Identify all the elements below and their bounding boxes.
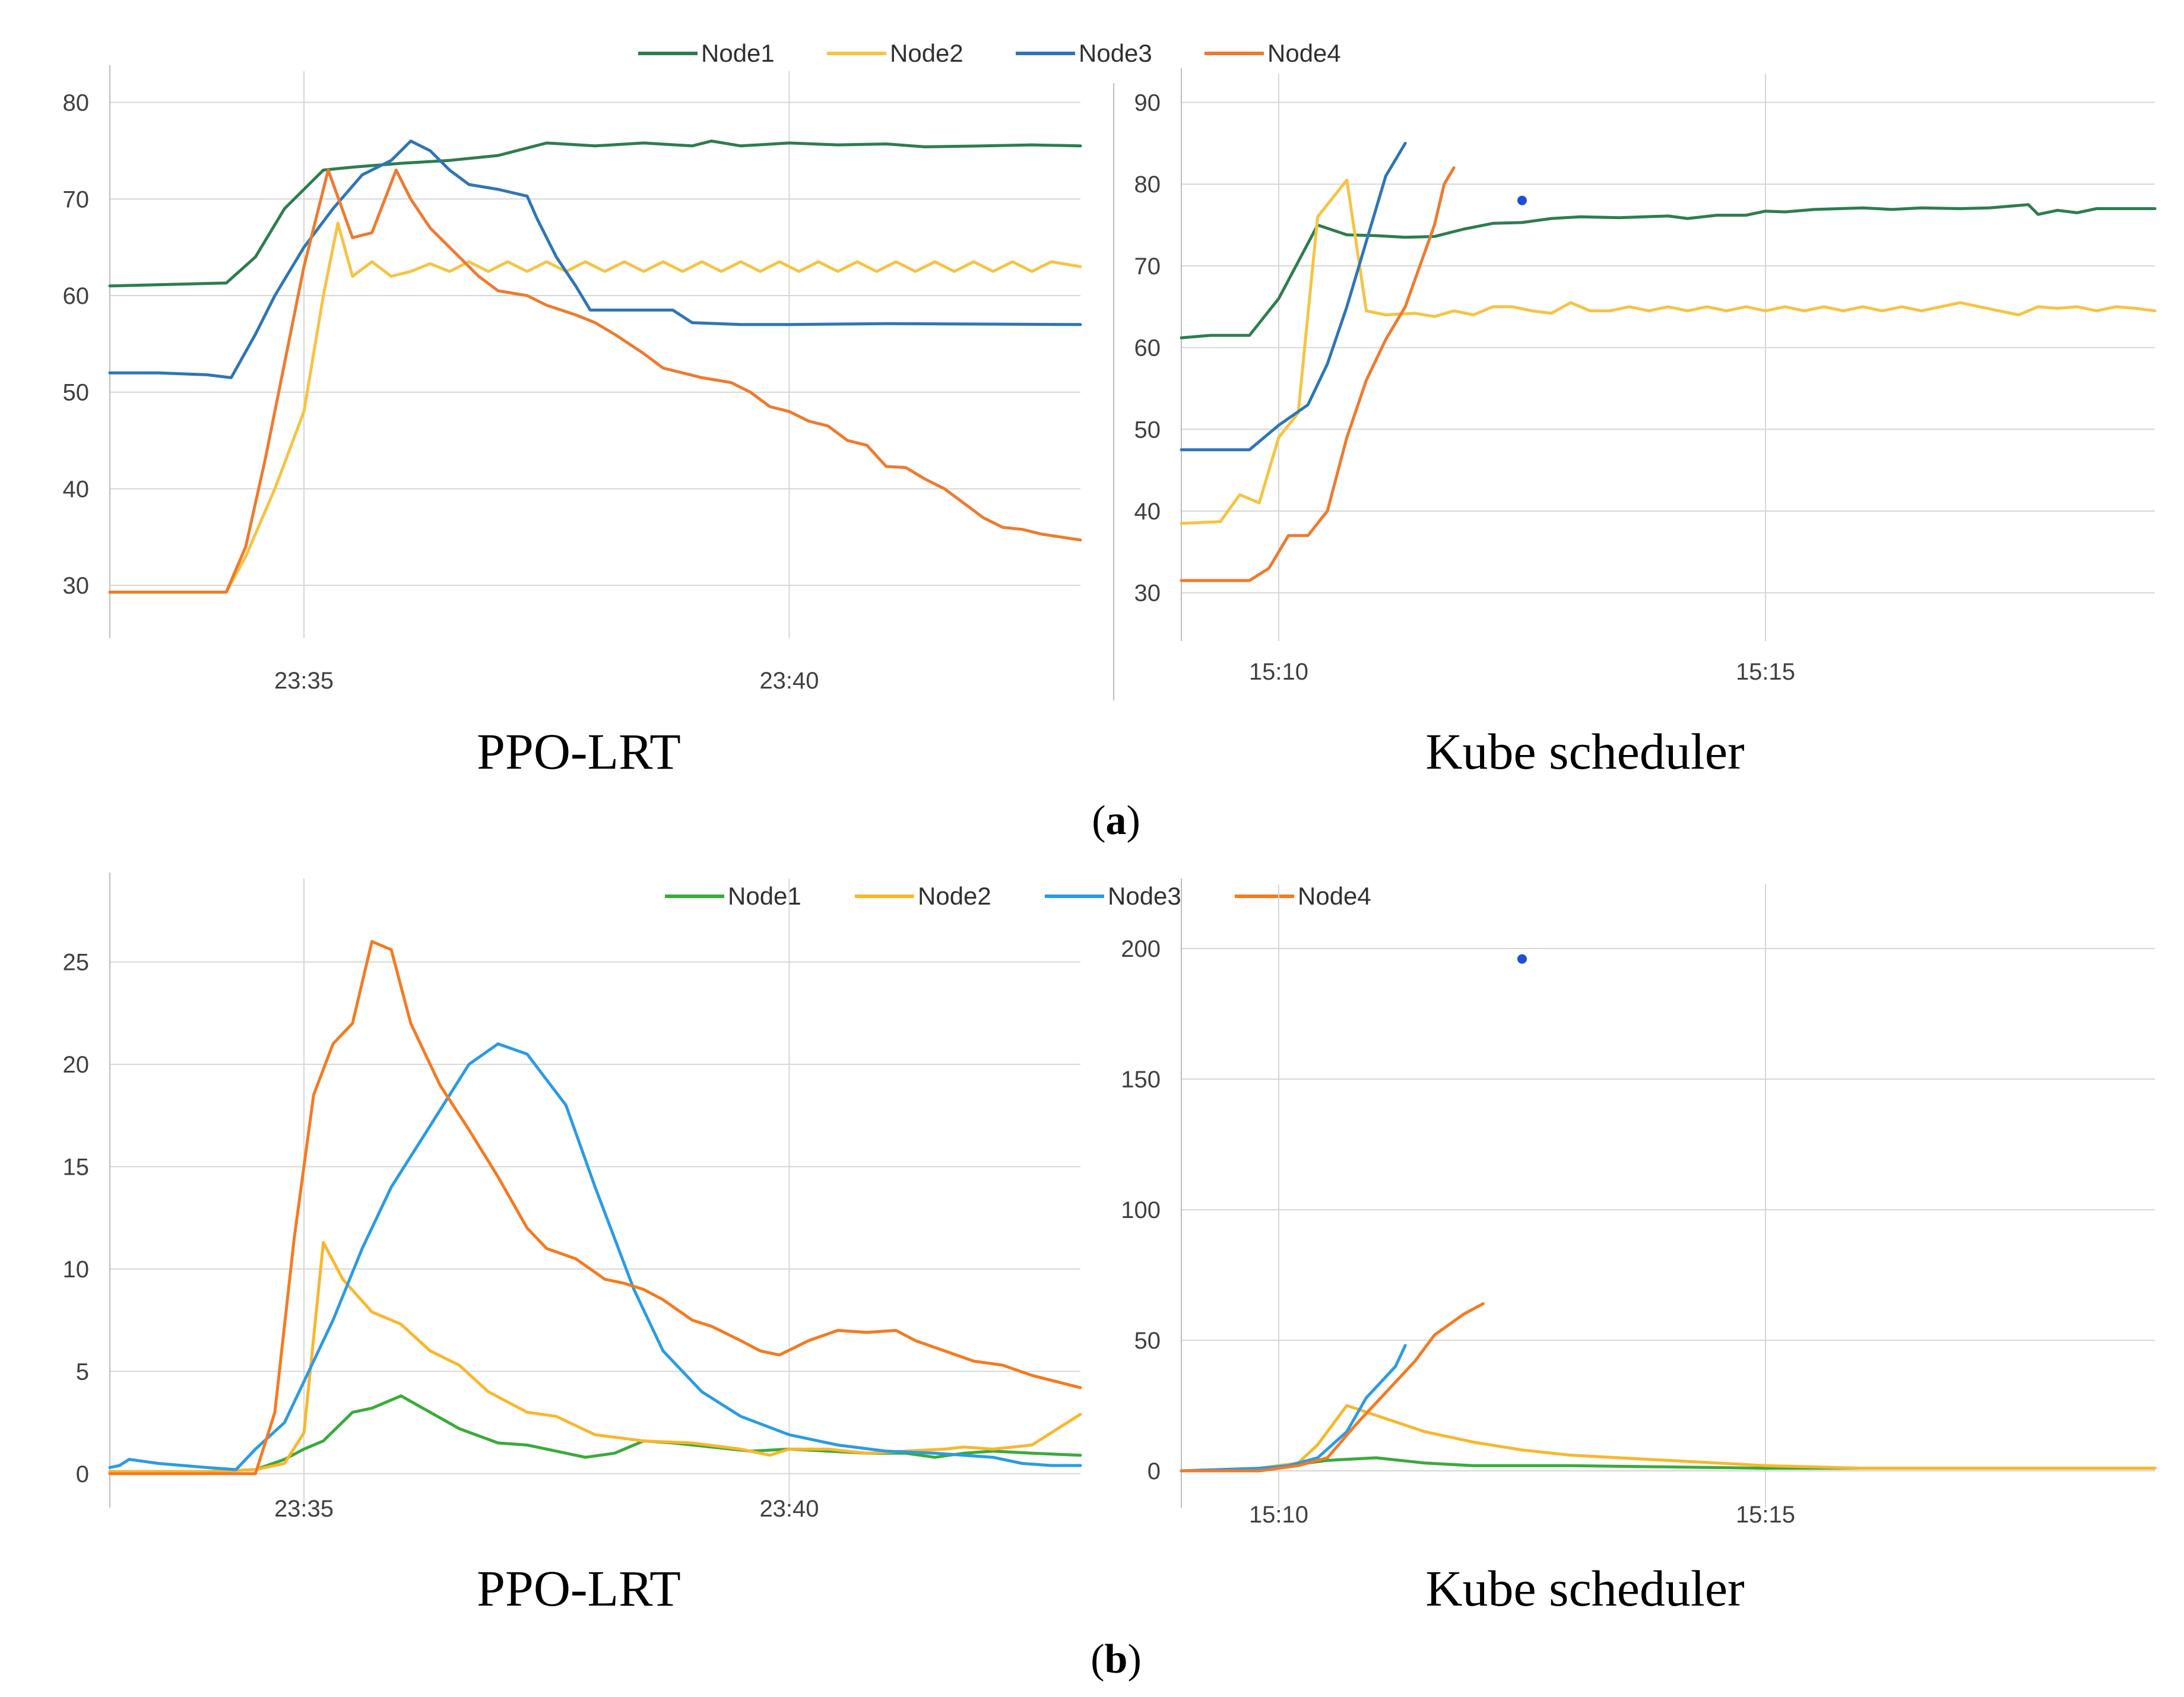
legend-label-node2: Node2 xyxy=(890,39,963,67)
x-tick-label: 15:15 xyxy=(1736,1502,1795,1528)
y-tick-label: 30 xyxy=(63,573,90,599)
y-tick-label: 70 xyxy=(63,186,90,212)
x-tick-label: 23:35 xyxy=(274,668,334,694)
x-tick-label: 23:40 xyxy=(759,1496,819,1522)
series-line-node3 xyxy=(108,139,1082,379)
series-line-node1 xyxy=(1180,203,2157,340)
panel-label-a-letter: a xyxy=(1106,798,1127,843)
y-tick-label: 30 xyxy=(1134,581,1161,607)
series-line-node3 xyxy=(1180,1344,1407,1473)
legend-label-node1: Node1 xyxy=(728,882,801,910)
caption-b-ppo-lrt: PPO-LRT xyxy=(477,1560,681,1617)
marker-dot xyxy=(1517,195,1527,205)
y-tick-label: 15 xyxy=(63,1154,90,1181)
y-tick-label: 50 xyxy=(1134,1328,1161,1354)
series-line-node2 xyxy=(108,221,1082,594)
caption-a-ppo-lrt: PPO-LRT xyxy=(477,723,681,780)
y-tick-label: 20 xyxy=(63,1052,90,1078)
y-tick-label: 50 xyxy=(63,380,90,406)
y-tick-label: 0 xyxy=(1148,1458,1161,1485)
y-tick-label: 40 xyxy=(1134,499,1161,525)
y-tick-label: 40 xyxy=(63,476,90,502)
panel-label-a: (a) xyxy=(1092,798,1140,843)
series-line-node2 xyxy=(1180,178,2157,525)
y-tick-label: 60 xyxy=(63,283,90,309)
series-line-node3 xyxy=(1180,141,1407,452)
panel-label-b-letter: b xyxy=(1105,1636,1128,1682)
x-tick-label: 23:40 xyxy=(759,668,819,694)
panel-label-a-close: ) xyxy=(1127,798,1140,843)
y-tick-label: 80 xyxy=(1134,172,1161,198)
y-tick-label: 5 xyxy=(76,1359,89,1385)
series-line-node1 xyxy=(108,139,1082,288)
y-tick-label: 70 xyxy=(1134,253,1161,280)
legend-label-node2: Node2 xyxy=(918,882,991,910)
x-tick-label: 15:15 xyxy=(1736,659,1795,685)
y-tick-label: 10 xyxy=(63,1257,90,1283)
caption-b-kube-scheduler: Kube scheduler xyxy=(1425,1560,1744,1617)
chart-a-ppo-lrt: 30 40 50 60 70 80 23:35 23:40 Node1 Node2 Node3 Nod… xyxy=(63,39,1341,694)
x-tick-label: 15:10 xyxy=(1249,1502,1308,1528)
y-tick-label: 60 xyxy=(1134,335,1161,361)
chart-b-kube-scheduler: 0 50 100 150 200 15:10 15:15 xyxy=(1121,878,2157,1528)
y-tick-label: 25 xyxy=(63,950,90,976)
panel-label-b-open: ( xyxy=(1091,1636,1104,1682)
series-line-node4 xyxy=(108,940,1082,1476)
y-tick-label: 200 xyxy=(1121,936,1161,962)
y-tick-label: 150 xyxy=(1121,1067,1161,1093)
series-line-node1 xyxy=(108,1394,1082,1473)
y-tick-label: 90 xyxy=(1134,90,1161,116)
series-line-node4 xyxy=(108,169,1082,594)
y-tick-label: 0 xyxy=(76,1461,89,1487)
legend-label-node4: Node4 xyxy=(1267,39,1341,67)
marker-dot xyxy=(1517,954,1527,964)
series-line-node2 xyxy=(1180,1404,2157,1473)
chart-b-ppo-lrt: 0 5 10 15 20 25 23:35 23:40 Node1 Node2 Node3 Node4 xyxy=(63,873,1371,1522)
legend-label-node1: Node1 xyxy=(701,39,775,67)
caption-a-kube-scheduler: Kube scheduler xyxy=(1425,723,1744,780)
chart-a-kube-scheduler: 30 40 50 60 70 80 90 15:10 15:15 xyxy=(1134,68,2157,685)
legend-label-node3: Node3 xyxy=(1108,882,1181,910)
series-line-node4 xyxy=(1180,1302,1485,1473)
y-tick-label: 80 xyxy=(63,90,90,116)
legend-label-node4: Node4 xyxy=(1298,882,1371,910)
panel-label-a-open: ( xyxy=(1092,798,1105,843)
y-tick-label: 100 xyxy=(1121,1197,1161,1223)
panel-label-b: (b) xyxy=(1091,1636,1142,1682)
series-line-node2 xyxy=(108,1241,1082,1473)
y-tick-label: 50 xyxy=(1134,417,1161,443)
x-tick-label: 15:10 xyxy=(1249,659,1308,685)
series-line-node3 xyxy=(108,1042,1082,1471)
panel-label-b-close: ) xyxy=(1127,1636,1141,1682)
x-tick-label: 23:35 xyxy=(274,1496,334,1522)
legend-label-node3: Node3 xyxy=(1079,39,1152,67)
series-line-node4 xyxy=(1180,166,1456,582)
